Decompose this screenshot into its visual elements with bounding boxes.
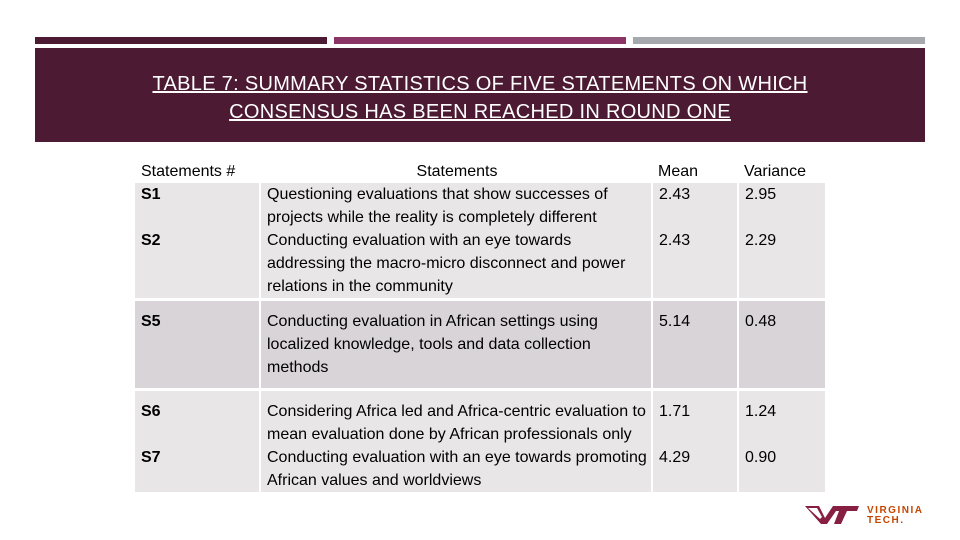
header-statements: Statements bbox=[260, 160, 652, 183]
slide-title-line-1: TABLE 7: SUMMARY STATISTICS OF FIVE STAT… bbox=[152, 73, 808, 95]
row-variance: 2.95 bbox=[737, 183, 825, 229]
table-row: S5 Conducting evaluation in African sett… bbox=[135, 299, 825, 391]
logo-wordmark: VIRGINIA TECH. bbox=[867, 506, 923, 526]
table-row: S1 Questioning evaluations that show suc… bbox=[135, 183, 825, 229]
table-row: S6 Considering Africa led and Africa-cen… bbox=[135, 389, 825, 446]
header-statement-number: Statements # bbox=[135, 160, 260, 183]
virginia-tech-logo: VIRGINIA TECH. bbox=[795, 492, 960, 540]
row-statement: Conducting evaluation with an eye toward… bbox=[259, 229, 652, 301]
header-variance: Variance bbox=[738, 160, 825, 183]
slide-title: TABLE 7: SUMMARY STATISTICS OF FIVE STAT… bbox=[35, 70, 925, 126]
row-id: S7 bbox=[135, 446, 260, 492]
row-id: S5 bbox=[135, 299, 260, 391]
row-mean: 2.43 bbox=[651, 229, 738, 301]
row-statement: Considering Africa led and Africa-centri… bbox=[259, 389, 652, 446]
row-variance: 2.29 bbox=[737, 229, 825, 301]
row-statement: Conducting evaluation in African setting… bbox=[259, 299, 652, 391]
vt-monogram-icon bbox=[805, 506, 859, 524]
row-id: S2 bbox=[135, 229, 260, 301]
row-mean: 4.29 bbox=[651, 446, 738, 492]
row-mean: 5.14 bbox=[651, 299, 738, 391]
row-variance: 0.48 bbox=[737, 299, 825, 391]
row-statement: Questioning evaluations that show succes… bbox=[259, 183, 652, 229]
table-row: S7 Conducting evaluation with an eye tow… bbox=[135, 446, 825, 492]
row-mean: 1.71 bbox=[651, 389, 738, 446]
row-variance: 0.90 bbox=[737, 446, 825, 492]
header-mean: Mean bbox=[652, 160, 738, 183]
title-banner: TABLE 7: SUMMARY STATISTICS OF FIVE STAT… bbox=[35, 48, 925, 142]
row-statement: Conducting evaluation with an eye toward… bbox=[259, 446, 652, 492]
table-header-row: Statements # Statements Mean Variance bbox=[135, 160, 825, 183]
slide-title-line-2: CONSENSUS HAS BEEN REACHED IN ROUND ONE bbox=[229, 101, 731, 123]
row-id: S6 bbox=[135, 389, 260, 446]
logo-line-2: TECH. bbox=[867, 515, 905, 526]
row-variance: 1.24 bbox=[737, 389, 825, 446]
accent-bar-gray bbox=[633, 37, 925, 44]
accent-bar-dark bbox=[35, 37, 327, 44]
row-id: S1 bbox=[135, 183, 260, 229]
accent-bar-magenta bbox=[334, 37, 626, 44]
row-mean: 2.43 bbox=[651, 183, 738, 229]
logo-line-1: VIRGINIA bbox=[867, 505, 924, 516]
summary-statistics-table: Statements # Statements Mean Variance S1… bbox=[135, 160, 825, 492]
table-row: S2 Conducting evaluation with an eye tow… bbox=[135, 229, 825, 301]
